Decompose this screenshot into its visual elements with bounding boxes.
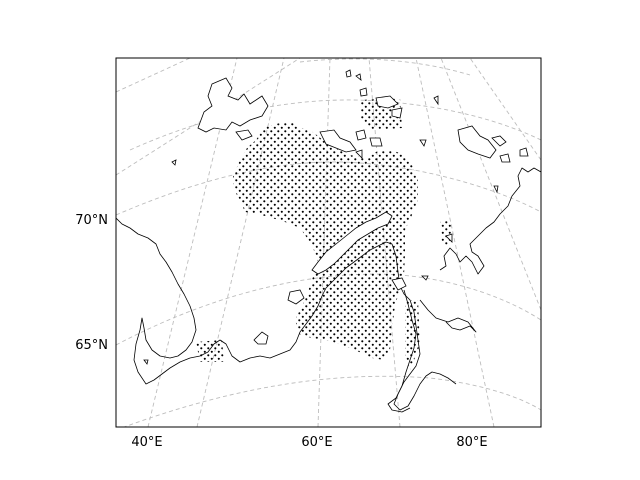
novaya-zemlya: [311, 211, 393, 275]
svalbard-islands: [171, 77, 269, 166]
significance-stipple-kara-east: [440, 220, 452, 245]
mainland-coastline: [116, 217, 457, 411]
significance-stipple-gydan: [405, 300, 420, 370]
gydan-coast: [419, 299, 477, 333]
significance-stipple-area: [233, 122, 418, 360]
yamal-east-coast: [387, 289, 417, 413]
lon-label-60e: 60°E: [301, 435, 332, 450]
severnaya-zemlya: [421, 125, 529, 281]
lon-label-80e: 80°E: [456, 435, 487, 450]
lat-label-70n: 70°N: [75, 213, 108, 228]
taymyr-coast: [439, 167, 541, 275]
kolguev-island: [287, 289, 305, 305]
map-axes-frame: [115, 57, 542, 428]
lon-label-40e: 40°E: [131, 435, 162, 450]
significance-stipple-white-sea: [196, 340, 224, 362]
kanin-peninsula: [253, 331, 269, 345]
franz-josef-islets: [319, 69, 439, 159]
white-sea-islet: [143, 359, 149, 365]
lat-label-65n: 65°N: [75, 338, 108, 353]
vaygach-island: [391, 277, 407, 291]
